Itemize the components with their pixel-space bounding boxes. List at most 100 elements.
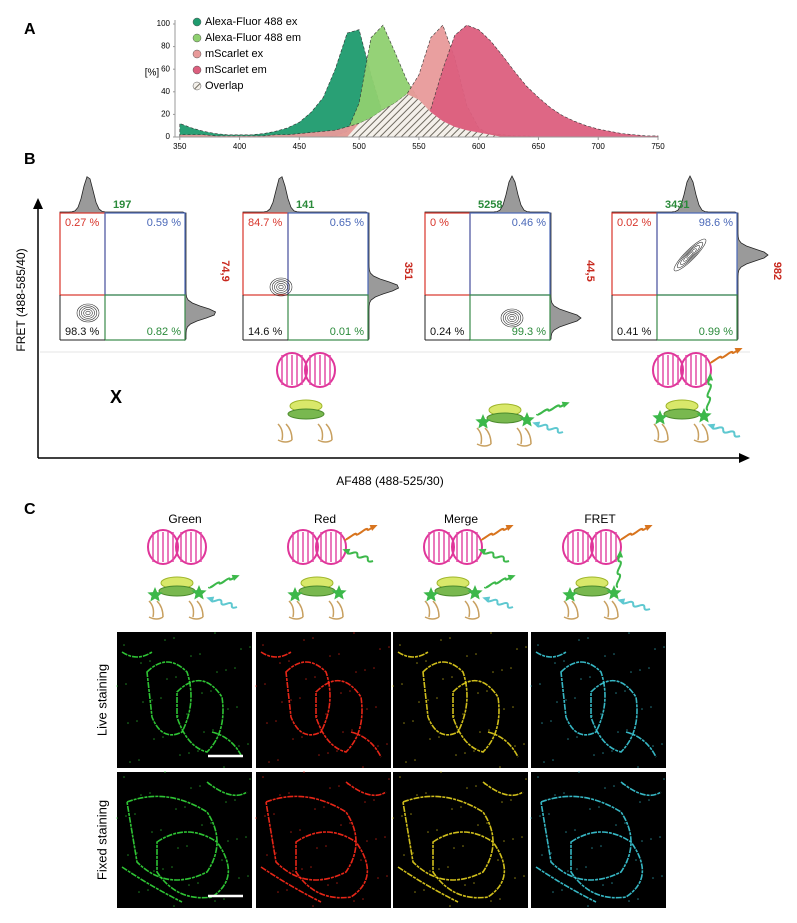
speckle — [405, 761, 407, 763]
antibody — [317, 423, 333, 443]
speckle — [585, 866, 587, 868]
event-count: 982 — [771, 262, 783, 280]
speckle — [501, 801, 503, 803]
speckle — [473, 882, 475, 884]
mscarlet — [451, 529, 483, 565]
y-tick-label: 0 — [166, 132, 171, 141]
speckle — [186, 713, 188, 715]
speckle — [462, 845, 464, 847]
speckle — [440, 639, 442, 641]
speckle — [249, 646, 251, 648]
quadrant — [287, 294, 369, 341]
speckle — [473, 750, 475, 752]
speckle — [377, 745, 379, 747]
antibody — [693, 423, 709, 443]
speckle — [550, 720, 552, 722]
speckle — [203, 731, 205, 733]
illustration — [562, 524, 653, 620]
spectrum-area — [179, 94, 659, 137]
quadrant-percent: 98.6 % — [699, 217, 733, 229]
light-arrow — [616, 550, 624, 558]
contour — [676, 241, 704, 269]
fluorophore — [331, 585, 347, 600]
speckle — [312, 905, 314, 907]
fluorophore — [287, 587, 303, 602]
nanobody — [287, 408, 325, 420]
speckle — [138, 759, 140, 761]
cell-membrane — [482, 781, 524, 797]
speckle — [484, 783, 486, 785]
speckle — [201, 824, 203, 826]
y-tick-label: 100 — [157, 19, 171, 28]
quadrant-percent: 0.99 % — [699, 326, 733, 338]
speckle — [249, 778, 251, 780]
speckle — [140, 662, 142, 664]
fluorophore — [191, 585, 207, 600]
speckle — [565, 699, 567, 701]
speckle — [173, 637, 175, 639]
speckle — [392, 817, 394, 819]
illustration — [423, 524, 516, 620]
cell-membrane — [422, 661, 468, 736]
column-title: Green — [168, 512, 201, 526]
quadrant-percent: 0.65 % — [330, 217, 364, 229]
speckle — [659, 836, 661, 838]
speckle — [247, 743, 249, 745]
speckle — [589, 808, 591, 810]
speckle — [197, 882, 199, 884]
speckle — [410, 813, 412, 815]
cell-membrane — [121, 651, 153, 658]
speckle — [353, 900, 355, 902]
speckle — [537, 776, 539, 778]
quadrant-percent: 0.01 % — [330, 326, 364, 338]
speckle — [628, 900, 630, 902]
speckle — [429, 870, 431, 872]
speckle — [281, 701, 283, 703]
antibody — [653, 423, 669, 443]
speckle — [303, 771, 305, 773]
speckle — [591, 715, 593, 717]
speckle — [186, 845, 188, 847]
antibody — [188, 600, 204, 620]
speckle — [325, 845, 327, 847]
speckle — [151, 831, 153, 833]
speckle — [266, 854, 268, 856]
speckle — [149, 660, 151, 662]
x-tick-label: 700 — [592, 142, 606, 151]
quadrant — [104, 294, 186, 341]
cell-membrane — [265, 795, 357, 881]
column-title: FRET — [584, 512, 616, 526]
legend-swatch — [192, 33, 202, 43]
speckle — [164, 639, 166, 641]
y-tick-label: 60 — [161, 64, 170, 73]
speckle — [635, 859, 637, 861]
speckle — [245, 836, 247, 838]
speckle — [262, 644, 264, 646]
speckle — [589, 676, 591, 678]
micrograph — [393, 632, 528, 768]
speckle — [210, 822, 212, 824]
speckle — [622, 783, 624, 785]
contour — [509, 315, 515, 321]
speckle — [212, 861, 214, 863]
speckle — [353, 632, 355, 634]
speckle — [436, 697, 438, 699]
speckle — [552, 891, 554, 893]
speckle — [329, 787, 331, 789]
speckle — [552, 759, 554, 761]
speckle — [613, 785, 615, 787]
mscarlet — [287, 529, 319, 565]
speckle — [455, 754, 457, 756]
histogram — [367, 212, 400, 341]
panel-label: B — [24, 151, 36, 168]
cell-membrane — [590, 679, 638, 753]
antibody — [148, 600, 164, 620]
speckle — [386, 743, 388, 745]
speckle — [641, 840, 643, 842]
speckle — [351, 861, 353, 863]
speckle — [266, 722, 268, 724]
speckle — [349, 690, 351, 692]
speckle — [210, 690, 212, 692]
speckle — [305, 678, 307, 680]
speckle — [436, 829, 438, 831]
